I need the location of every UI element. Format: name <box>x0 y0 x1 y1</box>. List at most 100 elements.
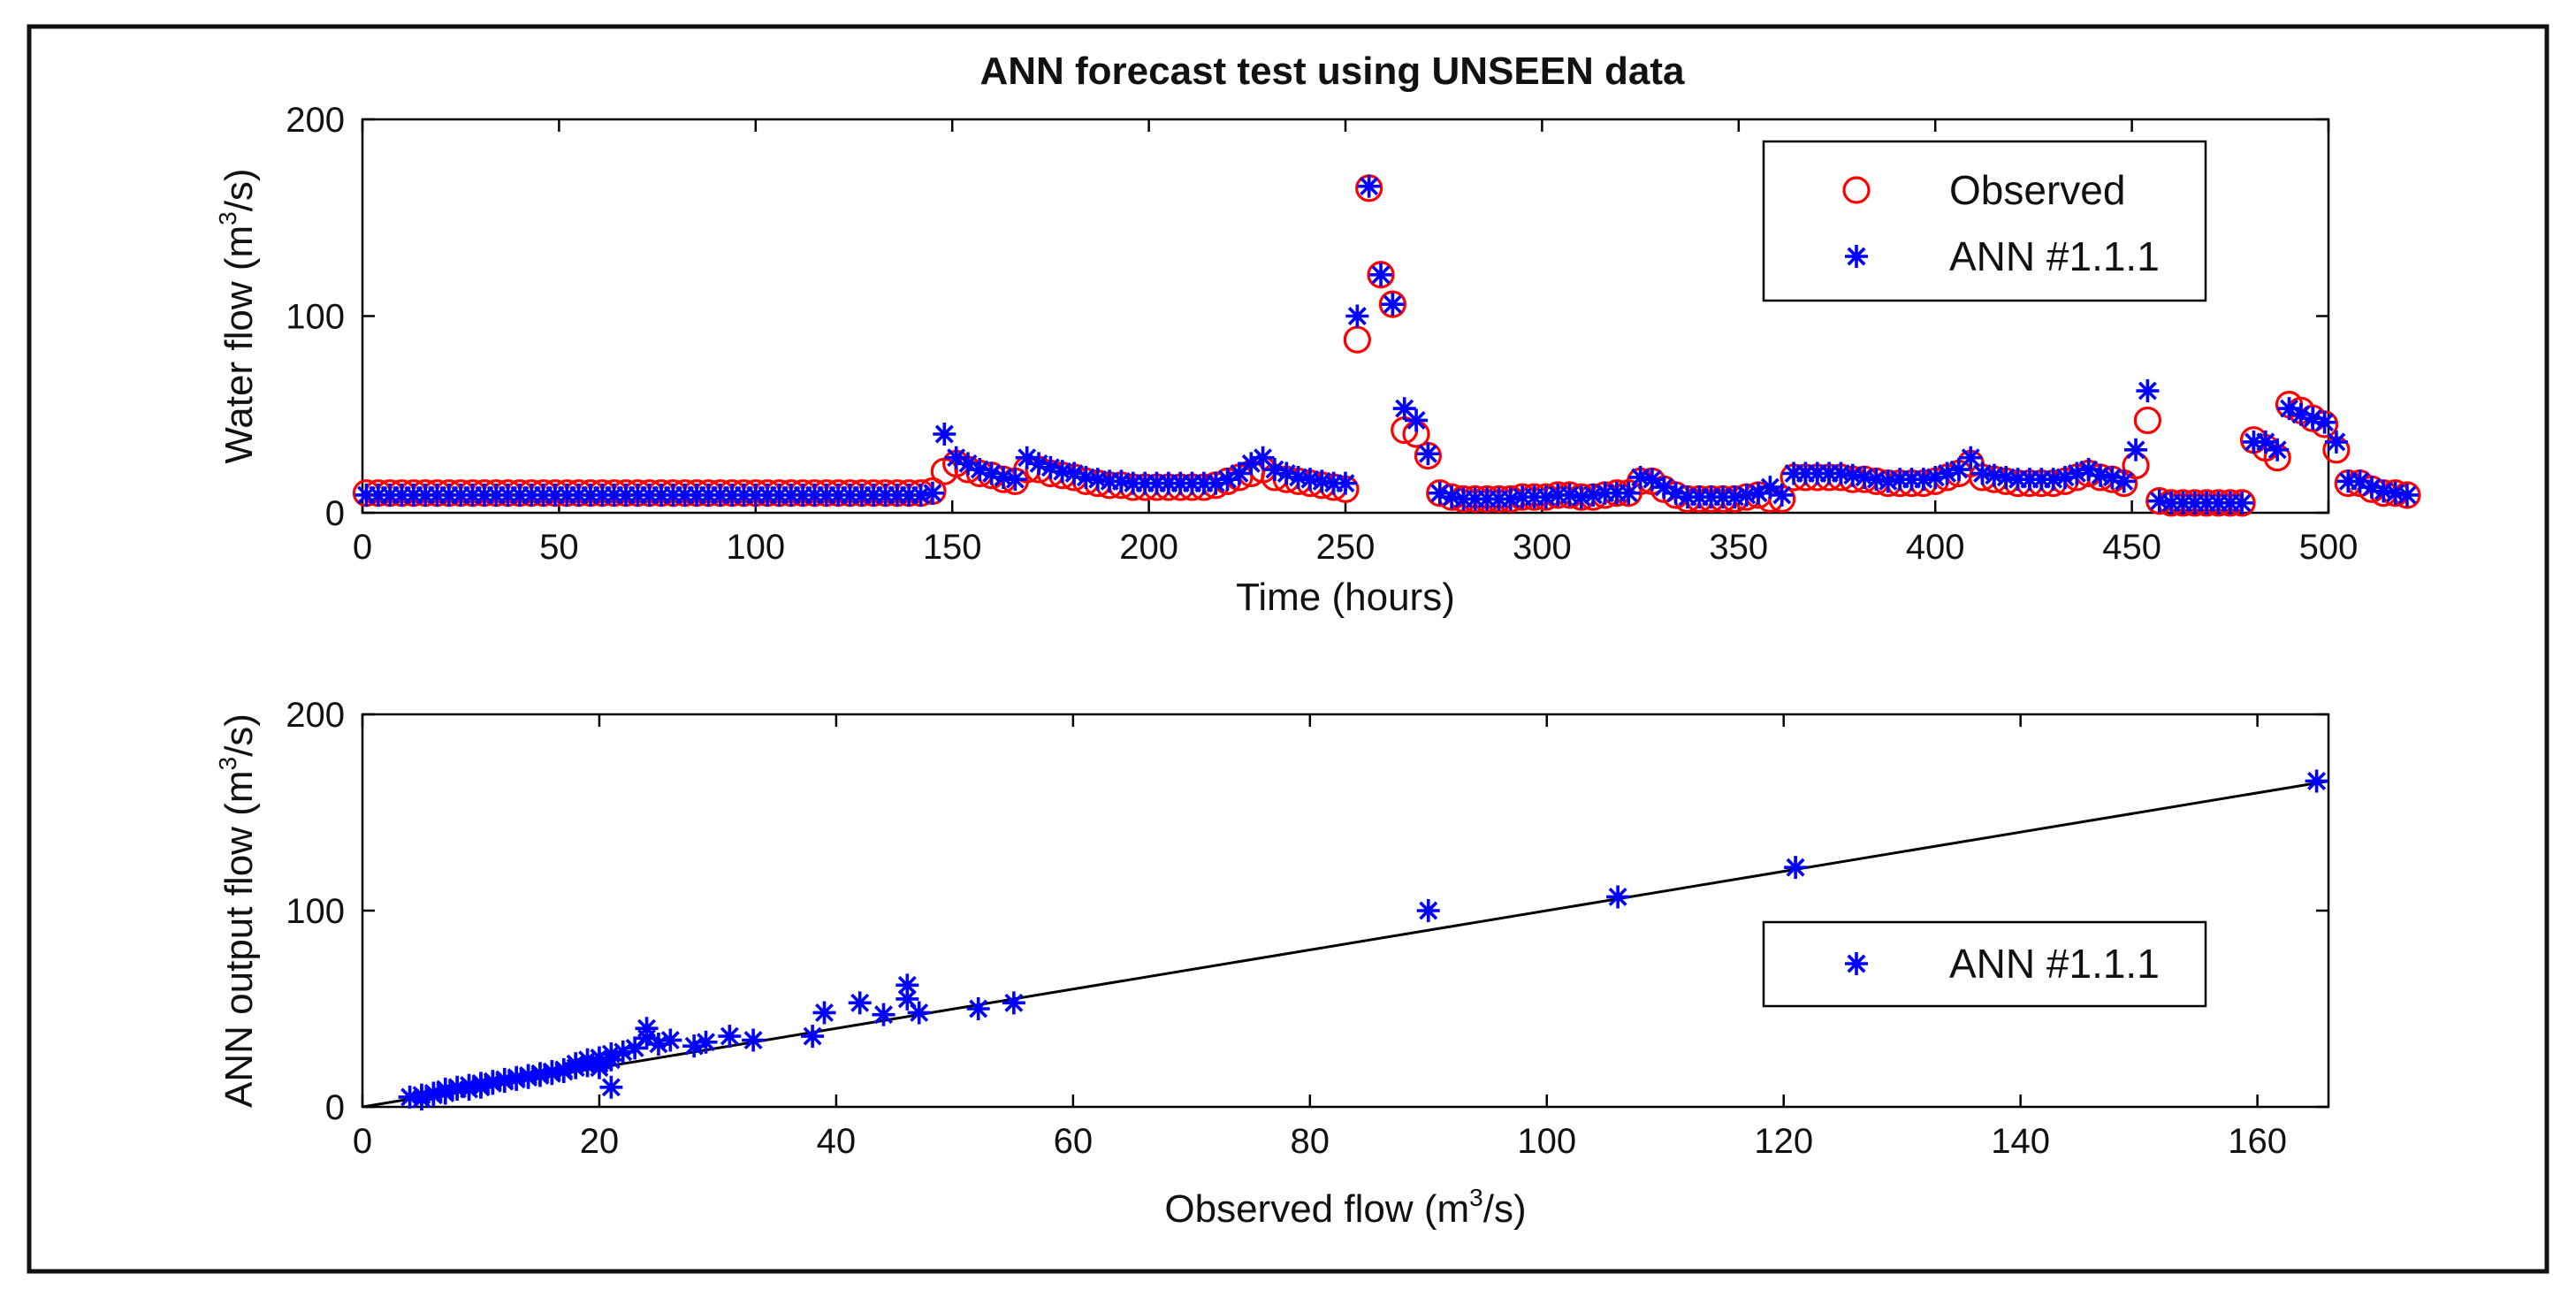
ann-point <box>1145 471 1169 495</box>
ann-point <box>767 483 791 507</box>
ann-point <box>2077 458 2100 482</box>
y-tick-label: 0 <box>325 1088 345 1127</box>
ann-point <box>1027 452 1051 476</box>
ann-point <box>626 483 650 507</box>
ann-point <box>944 446 968 469</box>
ann-point <box>708 483 732 507</box>
legend-label-ann: ANN #1.1.1 <box>1949 941 2160 987</box>
ann-point <box>1628 465 1652 489</box>
legend-label-observed: Observed <box>1949 167 2125 213</box>
ann-point <box>992 465 1016 489</box>
ann-point <box>2136 379 2160 403</box>
ann-point <box>567 483 591 507</box>
ann-point <box>2336 469 2360 493</box>
ann-point <box>2183 491 2206 515</box>
ann-point <box>1050 460 1074 484</box>
legend: Observed ANN #1.1.1 <box>1762 140 2207 302</box>
ann-point <box>1345 304 1369 328</box>
legend-label-ann: ANN #1.1.1 <box>1949 233 2160 279</box>
ann-point <box>2218 491 2242 515</box>
ann-point <box>897 483 921 507</box>
ann-point <box>1015 446 1039 469</box>
ann-point <box>1310 469 1334 493</box>
ann-point <box>623 1036 647 1060</box>
ann-point <box>635 1017 659 1041</box>
ann-point <box>1675 485 1699 509</box>
ann-point <box>540 1060 564 1084</box>
ann-point <box>1935 461 1959 485</box>
ann-point <box>1546 483 1570 507</box>
ann-point <box>602 483 626 507</box>
ann-point <box>1640 468 1664 492</box>
ann-point <box>697 483 720 507</box>
ann-point <box>1569 485 1593 509</box>
ann-point <box>1322 471 1345 495</box>
ann-point <box>1924 465 1947 489</box>
ann-point <box>968 458 992 482</box>
ann-point <box>1770 483 1794 507</box>
x-tick-label: 0 <box>353 1122 372 1161</box>
ann-point <box>481 1070 505 1094</box>
x-tick-label: 200 <box>1119 528 1178 567</box>
ann-point <box>1192 471 1216 495</box>
ann-point <box>2089 463 2113 487</box>
ann-point <box>555 483 579 507</box>
ann-point <box>1227 461 1251 485</box>
observed-point <box>1378 290 1406 318</box>
ann-point <box>575 1048 599 1072</box>
ann-point <box>2195 491 2219 515</box>
ann-point <box>1734 483 1758 507</box>
ann-point <box>1063 461 1086 485</box>
ann-point <box>2171 491 2195 515</box>
ann-point <box>2395 483 2419 507</box>
ann-point <box>1853 465 1877 489</box>
y-axis-label: Water flow (m3/s) <box>214 168 261 463</box>
ann-point <box>1086 468 1109 492</box>
ann-point <box>1475 487 1499 511</box>
ann-point <box>873 483 897 507</box>
ann-point <box>2372 479 2396 503</box>
ann-point <box>1440 485 1464 509</box>
observed-point <box>1842 176 1871 204</box>
ann-point <box>637 483 661 507</box>
y-tick-label: 200 <box>286 696 345 735</box>
x-tick-label: 450 <box>2102 528 2161 567</box>
ann-point <box>1275 461 1299 485</box>
ann-point <box>2348 469 2372 493</box>
ann-point <box>1156 471 1180 495</box>
ann-point <box>1416 442 1440 466</box>
x-tick-label: 60 <box>1054 1122 1094 1161</box>
ann-point <box>2041 468 2065 492</box>
ann-point <box>2230 491 2254 515</box>
time-series-plot: 0 50 100 150 200 250 300 350 400 450 500 0 100 200 Tim… <box>214 101 2421 619</box>
ann-point <box>422 1081 446 1105</box>
ann-point <box>1888 468 1912 492</box>
ann-series <box>354 174 2419 515</box>
ann-point <box>1239 452 1263 476</box>
ann-point <box>850 483 873 507</box>
ann-point <box>1405 408 1429 432</box>
ann-point <box>1606 885 1630 909</box>
ann-point <box>1982 463 2006 487</box>
x-tick-label: 150 <box>923 528 982 567</box>
ann-point <box>2160 491 2184 515</box>
ann-point <box>1392 397 1416 421</box>
ann-point <box>378 483 402 507</box>
ann-point <box>661 483 685 507</box>
ann-point <box>2100 465 2124 489</box>
ann-point <box>1251 446 1275 469</box>
ann-point <box>1522 485 1546 509</box>
x-tick-label: 140 <box>1991 1122 2050 1161</box>
ann-point <box>449 483 473 507</box>
ann-point <box>1911 468 1935 492</box>
ann-point <box>1286 465 1310 489</box>
ann-point <box>2289 402 2313 426</box>
ann-point <box>1216 468 1239 492</box>
ann-point <box>966 997 990 1020</box>
ann-point <box>1109 469 1133 493</box>
ann-point <box>354 483 378 507</box>
ann-point <box>1452 487 1475 511</box>
y-tick-label: 100 <box>286 298 345 337</box>
ann-point <box>2305 769 2328 793</box>
ann-point <box>472 483 496 507</box>
